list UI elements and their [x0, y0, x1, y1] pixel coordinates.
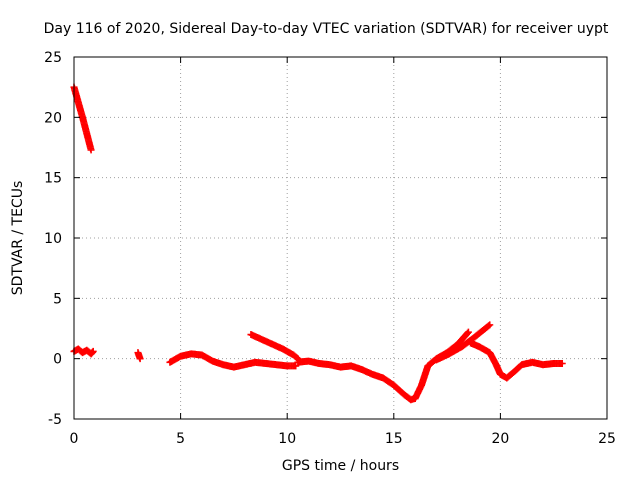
data-point — [87, 146, 95, 154]
data-point — [89, 347, 97, 355]
y-tick-label: -5 — [48, 412, 62, 428]
data-points — [70, 83, 566, 404]
x-tick-label: 10 — [278, 431, 296, 447]
data-point — [486, 321, 494, 329]
data-point — [463, 329, 471, 337]
chart-title: Day 116 of 2020, Sidereal Day-to-day VTE… — [44, 21, 609, 37]
x-tick-label: 20 — [491, 431, 509, 447]
tick-labels: 0 5 10 15 20 25 -5 0 5 10 15 20 25 — [44, 50, 616, 447]
data-point — [136, 355, 144, 363]
x-tick-label: 15 — [385, 431, 403, 447]
y-tick-label: 15 — [44, 171, 62, 187]
y-tick-label: 20 — [44, 110, 62, 126]
grid — [74, 57, 607, 419]
x-axis-label: GPS time / hours — [282, 458, 399, 474]
data-point — [485, 322, 493, 330]
y-tick-label: 5 — [53, 291, 62, 307]
x-tick-label: 0 — [70, 431, 79, 447]
y-tick-label: 10 — [44, 231, 62, 247]
y-axis-label: SDTVAR / TECUs — [10, 181, 26, 296]
x-tick-label: 25 — [598, 431, 616, 447]
data-point — [464, 328, 472, 336]
data-point — [293, 354, 301, 362]
axis-ticks — [73, 56, 608, 420]
x-tick-label: 5 — [176, 431, 185, 447]
y-tick-label: 0 — [53, 352, 62, 368]
data-point — [292, 362, 300, 370]
y-tick-label: 25 — [44, 50, 62, 66]
data-point — [558, 359, 566, 367]
